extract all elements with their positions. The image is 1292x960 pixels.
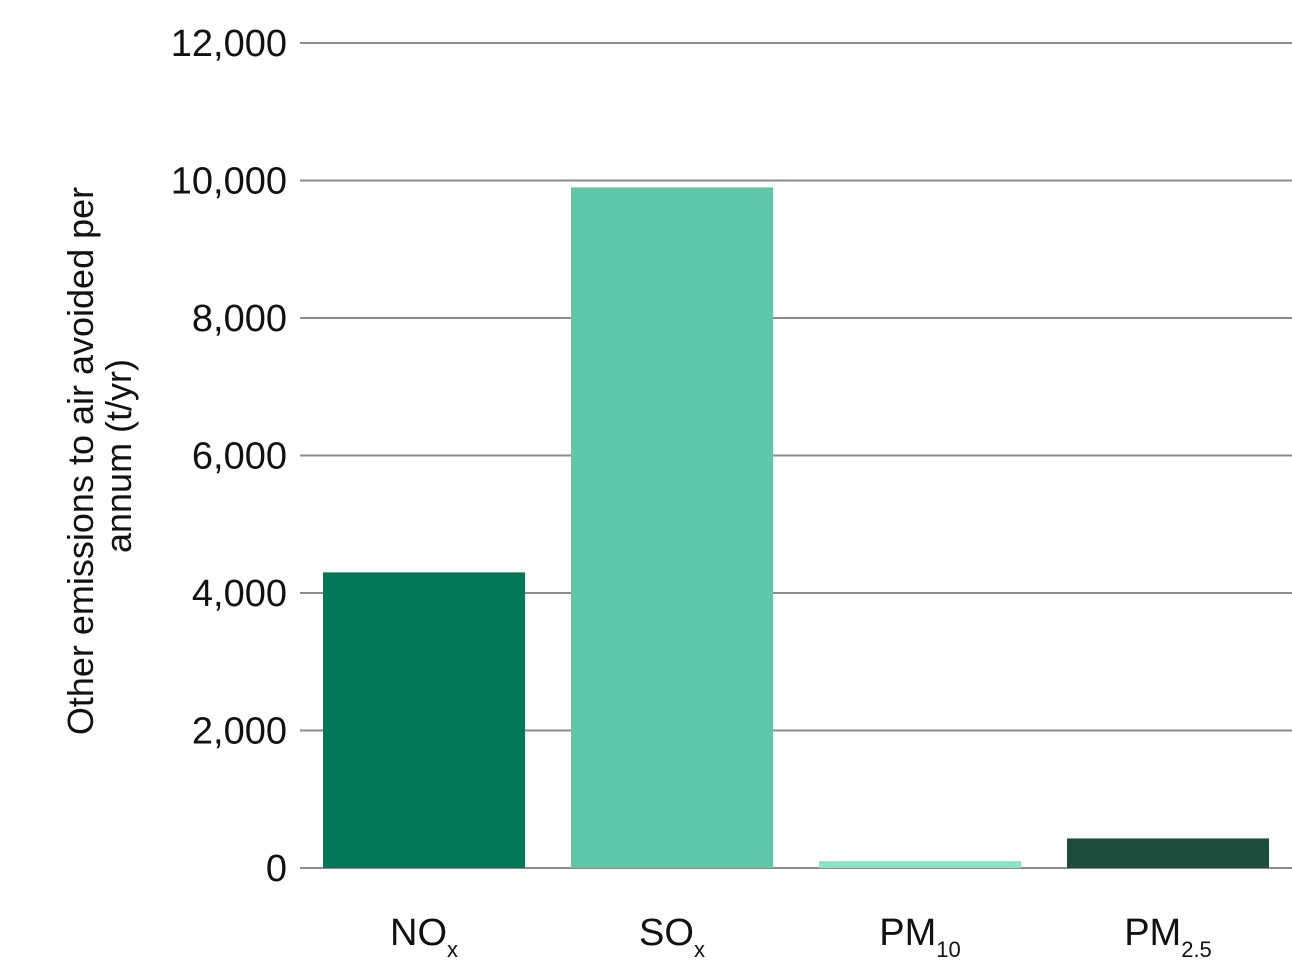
y-axis-title-line-1: Other emissions to air avoided per: [60, 187, 101, 735]
y-tick-label: 4,000: [192, 573, 287, 615]
y-tick-label: 8,000: [192, 298, 287, 340]
x-axis-category-labels: NOx SOx PM10 PM2.5: [390, 912, 1212, 960]
y-tick-label: 10,000: [171, 161, 287, 203]
y-axis-title: Other emissions to air avoided per annum…: [60, 177, 139, 735]
bar-nox: [323, 572, 525, 868]
bar-pm10: [819, 861, 1021, 868]
y-axis-tick-labels: 0 2,000 4,000 6,000 8,000 10,000 12,000: [171, 23, 287, 890]
y-tick-label: 6,000: [192, 436, 287, 478]
x-category-label: SOx: [639, 912, 705, 960]
y-tick-label: 0: [266, 848, 287, 890]
x-category-label: NOx: [390, 912, 458, 960]
bars: [323, 187, 1269, 868]
bar-sox: [571, 187, 773, 868]
bar-pm25: [1067, 838, 1269, 868]
y-tick-label: 12,000: [171, 23, 287, 65]
y-axis-title-line-2: annum (t/yr): [98, 359, 139, 553]
y-tick-label: 2,000: [192, 711, 287, 753]
x-category-label: PM10: [879, 912, 960, 960]
x-category-label: PM2.5: [1124, 912, 1212, 960]
